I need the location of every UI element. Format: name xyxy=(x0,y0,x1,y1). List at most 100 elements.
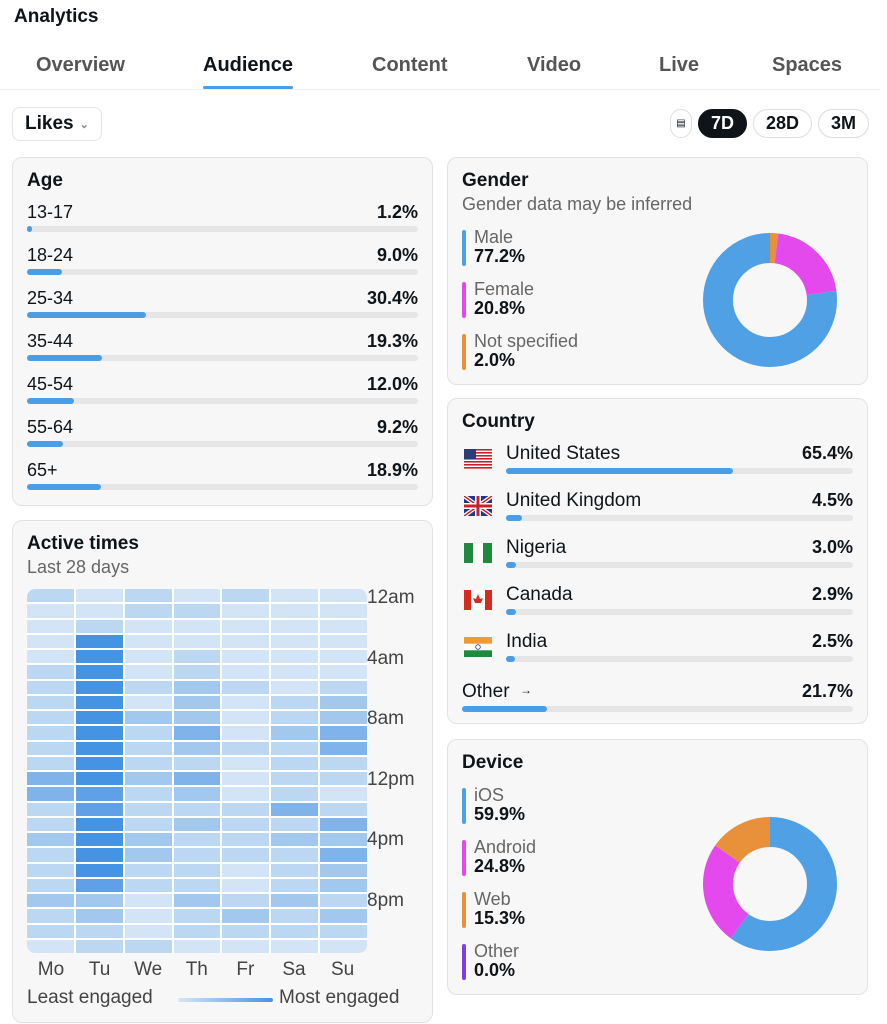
range-3m-button[interactable]: 3M xyxy=(817,109,869,138)
age-row: 35-44 19.3% xyxy=(27,331,418,365)
heatmap-cell-fr-9 xyxy=(222,726,270,740)
age-row: 45-54 12.0% xyxy=(27,374,418,408)
engagement-gradient xyxy=(178,998,273,1002)
age-track xyxy=(27,398,418,404)
heatmap-cell-fr-3 xyxy=(222,634,270,648)
heatmap-cell-fr-15 xyxy=(222,817,270,831)
heatmap-cell-we-22 xyxy=(124,924,172,938)
country-value: 3.0% xyxy=(811,537,853,557)
legend-label: iOS xyxy=(474,785,505,805)
heatmap-cell-sa-5 xyxy=(271,665,319,679)
age-label: 18-24 xyxy=(27,245,74,265)
heatmap-cell-sa-2 xyxy=(271,619,319,633)
heatmap-cell-su-6 xyxy=(320,680,367,694)
heatmap-cell-tu-3 xyxy=(75,634,123,648)
day-label: Th xyxy=(185,959,208,980)
heatmap-cell-tu-14 xyxy=(75,802,123,816)
heatmap-cell-th-8 xyxy=(173,711,221,725)
heatmap-cell-we-18 xyxy=(124,863,172,877)
heatmap-cell-th-5 xyxy=(173,665,221,679)
heatmap-cell-fr-0 xyxy=(222,589,270,603)
heatmap-cell-sa-18 xyxy=(271,863,319,877)
tab-video[interactable]: Video xyxy=(527,54,582,76)
metric-select[interactable]: Likes ⌄ xyxy=(12,107,102,141)
country-label: Nigeria xyxy=(506,537,567,558)
heatmap-cell-mo-9 xyxy=(27,726,74,740)
legend-color-bar xyxy=(462,788,466,824)
age-fill xyxy=(27,441,63,447)
heatmap-cell-mo-2 xyxy=(27,619,74,633)
heatmap-cell-th-6 xyxy=(173,680,221,694)
device-legend-item: Web 15.3% xyxy=(462,890,525,928)
hour-label: 8pm xyxy=(367,889,404,911)
tab-spaces[interactable]: Spaces xyxy=(772,54,843,76)
country-other-row[interactable]: Other → 21.7% xyxy=(462,681,853,721)
heatmap-cell-tu-23 xyxy=(75,939,123,953)
country-row: United Kingdom 4.5% xyxy=(462,490,853,530)
day-label: Sa xyxy=(282,959,306,980)
heatmap-cell-we-9 xyxy=(124,726,172,740)
heatmap-cell-we-7 xyxy=(124,695,172,709)
heatmap-cell-su-17 xyxy=(320,848,367,862)
legend-label: Male xyxy=(474,227,514,247)
heatmap-cell-th-13 xyxy=(173,787,221,801)
country-label: Canada xyxy=(506,584,573,605)
age-label: 13-17 xyxy=(27,202,74,222)
legend-label: Web xyxy=(474,889,511,909)
heatmap-cell-fr-23 xyxy=(222,939,270,953)
age-value: 19.3% xyxy=(366,331,418,351)
heatmap-cell-sa-8 xyxy=(271,711,319,725)
tab-overview[interactable]: Overview xyxy=(36,54,125,76)
other-label: Other xyxy=(462,681,510,702)
heatmap-cell-su-7 xyxy=(320,695,367,709)
heatmap-cell-tu-0 xyxy=(75,589,123,603)
calendar-icon[interactable]: ▤ xyxy=(669,109,692,138)
heatmap-cell-su-2 xyxy=(320,619,367,633)
range-28d-button[interactable]: 28D xyxy=(752,109,812,138)
active-times-subtitle: Last 28 days xyxy=(27,557,130,577)
heatmap-cell-tu-22 xyxy=(75,924,123,938)
heatmap-cell-sa-13 xyxy=(271,787,319,801)
heatmap-cell-th-9 xyxy=(173,726,221,740)
heatmap-cell-we-14 xyxy=(124,802,172,816)
heatmap-cell-we-16 xyxy=(124,833,172,847)
heatmap-cell-mo-23 xyxy=(27,939,74,953)
heatmap-cell-tu-12 xyxy=(75,772,123,786)
age-row: 25-34 30.4% xyxy=(27,288,418,322)
age-row: 55-64 9.2% xyxy=(27,417,418,451)
other-track xyxy=(462,706,853,712)
arrow-right-icon: → xyxy=(520,683,532,697)
tab-content[interactable]: Content xyxy=(372,54,448,76)
other-fill xyxy=(462,706,547,712)
range-7d-button[interactable]: 7D xyxy=(697,109,747,138)
country-track xyxy=(506,468,853,474)
gender-legend-item: Female 20.8% xyxy=(462,280,534,318)
tab-live[interactable]: Live xyxy=(659,54,700,76)
tab-audience[interactable]: Audience xyxy=(203,54,294,89)
heatmap-cell-we-13 xyxy=(124,787,172,801)
age-fill xyxy=(27,269,63,275)
heatmap-cell-th-3 xyxy=(173,634,221,648)
age-value: 9.2% xyxy=(376,417,418,437)
heatmap-cell-su-12 xyxy=(320,772,367,786)
age-title: Age xyxy=(27,170,63,191)
heatmap-cell-sa-17 xyxy=(271,848,319,862)
country-card: Country Other → 21.7% United States 65.4%… xyxy=(447,398,868,724)
country-title: Country xyxy=(462,411,535,432)
day-label: Mo xyxy=(37,959,65,980)
heatmap-cell-we-15 xyxy=(124,817,172,831)
gender-slice-male xyxy=(703,233,837,367)
age-track xyxy=(27,484,418,490)
heatmap-cell-sa-14 xyxy=(271,802,319,816)
legend-color-bar xyxy=(462,892,466,928)
heatmap-cell-th-21 xyxy=(173,909,221,923)
heatmap-cell-su-10 xyxy=(320,741,367,755)
heatmap-cell-we-6 xyxy=(124,680,172,694)
country-label: United Kingdom xyxy=(506,490,642,511)
heatmap-cell-we-12 xyxy=(124,772,172,786)
country-fill xyxy=(506,515,522,521)
heatmap-cell-th-0 xyxy=(173,589,221,603)
heatmap-cell-sa-19 xyxy=(271,878,319,892)
heatmap-cell-mo-16 xyxy=(27,833,74,847)
heatmap-cell-th-7 xyxy=(173,695,221,709)
